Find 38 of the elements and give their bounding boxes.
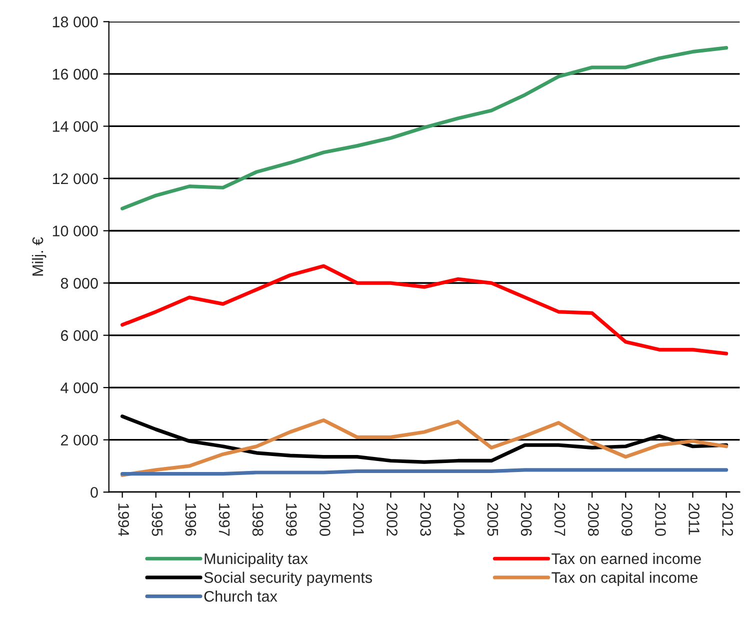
legend-label: Tax on capital income — [552, 572, 698, 586]
y-tick-label: 12 000 — [52, 173, 98, 184]
x-tick-label: 1994 — [118, 504, 130, 536]
x-tick-label: 2005 — [487, 503, 498, 536]
x-tick-label: 1997 — [218, 504, 230, 536]
y-tick-label: 0 — [90, 486, 98, 498]
x-tick-label: 2009 — [622, 503, 632, 536]
x-tick-label: 1996 — [185, 504, 196, 536]
line-series — [120, 418, 728, 477]
x-tick-label: 1999 — [286, 504, 297, 536]
line-series — [120, 264, 728, 356]
legend-label: Social security payments — [204, 572, 372, 586]
y-tick-label: 2 000 — [61, 434, 98, 446]
x-tick-label: 2002 — [386, 503, 398, 536]
y-tick-label: 8 000 — [60, 278, 98, 289]
legend-label: Church tax — [204, 590, 278, 602]
x-tick-label: 2006 — [520, 503, 532, 536]
y-tick-label: 14 000 — [52, 121, 98, 132]
y-axis-title: Milj. € — [32, 237, 46, 276]
y-tick-label: 16 000 — [52, 68, 98, 80]
y-tick-label: 4 000 — [60, 382, 98, 394]
line-series — [120, 46, 728, 210]
x-tick-label: 2004 — [454, 503, 465, 536]
legend-label: Municipality tax — [204, 552, 308, 568]
x-tick-label: 2012 — [722, 503, 734, 536]
x-tick-label: 2011 — [688, 503, 700, 535]
x-tick-label: 1995 — [152, 504, 163, 536]
x-tick-label: 2003 — [420, 503, 432, 536]
x-tick-label: 2000 — [320, 503, 330, 536]
x-tick-label: 2001 — [353, 503, 364, 536]
y-tick-label: 10 000 — [52, 226, 98, 236]
x-tick-label: 1998 — [252, 504, 264, 536]
y-tick-label: 18 000 — [52, 16, 98, 28]
x-tick-label: 2008 — [588, 503, 599, 536]
y-tick-label: 6 000 — [61, 330, 98, 341]
x-tick-label: 2007 — [554, 503, 566, 536]
x-tick-label: 2010 — [655, 503, 666, 536]
legend-label: Tax on earned income — [552, 552, 701, 564]
